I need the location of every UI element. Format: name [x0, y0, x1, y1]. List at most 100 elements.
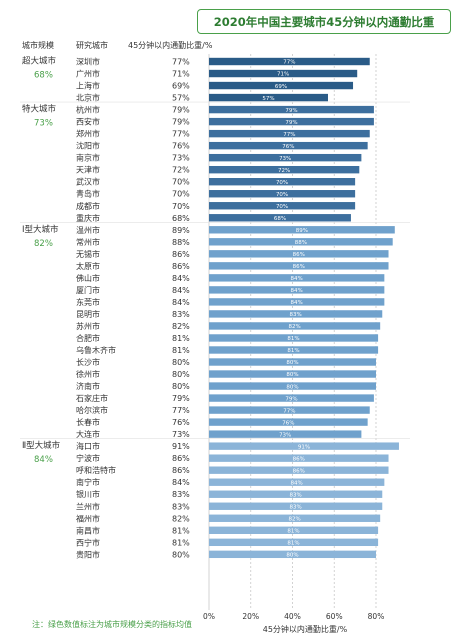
- bar-data-label: 83%: [290, 312, 302, 318]
- bar-data-label: 86%: [293, 252, 305, 258]
- value-label: 81%: [172, 526, 190, 535]
- bar-data-label: 70%: [276, 204, 288, 210]
- city-label: 兰州市: [76, 501, 100, 511]
- bar: [209, 117, 374, 126]
- city-label: 青岛市: [76, 189, 100, 199]
- value-label: 69%: [172, 82, 190, 91]
- bar-data-label: 80%: [286, 384, 298, 390]
- bar: [209, 382, 376, 390]
- bar: [209, 514, 381, 522]
- city-label: 上海市: [76, 81, 100, 91]
- bar-data-label: 80%: [286, 360, 298, 366]
- value-label: 73%: [172, 154, 190, 163]
- bar-data-label: 84%: [291, 276, 303, 282]
- bar-data-label: 89%: [296, 228, 308, 234]
- x-tick-label: 20%: [242, 612, 259, 621]
- city-label: 西宁市: [76, 537, 100, 547]
- value-label: 81%: [172, 334, 190, 343]
- bar: [209, 238, 393, 246]
- value-label: 84%: [172, 286, 190, 295]
- city-label: 大连市: [76, 429, 100, 439]
- chart-title: 2020年中国主要城市45分钟以内通勤比重: [213, 14, 435, 29]
- header-city: 研究城市: [76, 41, 108, 50]
- value-label: 77%: [172, 406, 190, 415]
- bar: [209, 430, 362, 438]
- bar-data-label: 84%: [291, 300, 303, 306]
- city-label: 西安市: [76, 117, 100, 127]
- value-label: 80%: [172, 382, 190, 391]
- bar: [209, 286, 385, 294]
- bar: [209, 454, 389, 462]
- bar: [209, 262, 389, 270]
- bar: [209, 274, 385, 282]
- x-axis-title: 45分钟以内通勤比重/%: [263, 624, 348, 634]
- bar-data-label: 81%: [287, 528, 299, 534]
- city-label: 乌鲁木齐市: [76, 345, 116, 355]
- city-label: 天津市: [76, 165, 100, 175]
- footnote: 注：绿色数值标注为城市规模分类的指标均值: [32, 620, 192, 629]
- bar: [209, 370, 376, 378]
- city-label: 南宁市: [76, 477, 100, 487]
- value-label: 79%: [172, 394, 190, 403]
- bar: [209, 202, 356, 210]
- city-label: 广州市: [76, 69, 100, 79]
- bar-data-label: 77%: [283, 60, 295, 66]
- x-tick-label: 0%: [203, 612, 215, 621]
- city-label: 武汉市: [76, 177, 100, 187]
- tier-name: 特大城市: [22, 104, 57, 115]
- value-label: 82%: [172, 514, 190, 523]
- value-label: 80%: [172, 358, 190, 367]
- bar: [209, 394, 374, 402]
- bar-data-label: 80%: [286, 553, 298, 559]
- value-label: 86%: [172, 466, 190, 475]
- bar: [209, 538, 379, 547]
- value-label: 80%: [172, 550, 190, 559]
- bar-data-label: 88%: [295, 240, 307, 246]
- bar-data-label: 76%: [282, 420, 294, 426]
- bar-data-label: 80%: [286, 372, 298, 378]
- bar: [209, 141, 368, 150]
- bar-data-label: 73%: [279, 156, 291, 162]
- tier-name: 超大城市: [22, 56, 57, 67]
- city-label: 深圳市: [76, 57, 100, 67]
- city-label: 贵阳市: [76, 549, 100, 559]
- bar: [209, 57, 370, 66]
- city-label: 沈阳市: [76, 141, 100, 151]
- value-label: 83%: [172, 490, 190, 499]
- value-label: 70%: [172, 202, 190, 211]
- city-label: 昆明市: [76, 309, 100, 319]
- bar: [209, 346, 379, 354]
- value-label: 79%: [172, 106, 190, 115]
- value-label: 86%: [172, 262, 190, 271]
- city-label: 南京市: [76, 153, 100, 163]
- bar-data-label: 69%: [275, 84, 287, 90]
- bar-data-label: 71%: [277, 72, 289, 78]
- tier-average: 73%: [34, 119, 53, 129]
- city-label: 徐州市: [76, 369, 100, 379]
- bar: [209, 153, 362, 162]
- city-label: 郑州市: [76, 129, 100, 139]
- city-label: 北京市: [76, 93, 100, 103]
- bar-data-label: 82%: [288, 324, 300, 330]
- bar: [209, 105, 374, 114]
- bar: [209, 226, 395, 234]
- value-label: 80%: [172, 370, 190, 379]
- city-label: 苏州市: [76, 321, 100, 331]
- value-label: 79%: [172, 118, 190, 127]
- bar-data-label: 76%: [282, 144, 294, 150]
- bar-data-label: 83%: [290, 492, 302, 498]
- city-label: 宁波市: [76, 453, 100, 463]
- bar: [209, 81, 354, 90]
- bar-data-label: 82%: [288, 516, 300, 522]
- city-label: 石家庄市: [76, 393, 108, 403]
- bar: [209, 550, 376, 559]
- value-label: 81%: [172, 346, 190, 355]
- bar-data-label: 86%: [293, 264, 305, 270]
- tier-average: 68%: [34, 71, 53, 81]
- city-label: 成都市: [76, 201, 100, 211]
- bar-data-label: 72%: [278, 168, 290, 174]
- bar-data-label: 83%: [290, 504, 302, 510]
- bar: [209, 165, 360, 174]
- value-label: 84%: [172, 478, 190, 487]
